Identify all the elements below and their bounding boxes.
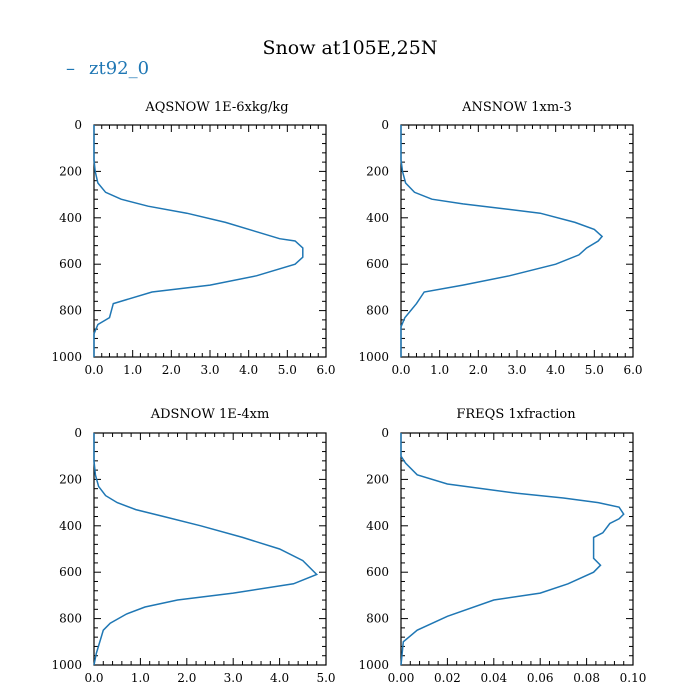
panel-title: ANSNOW 1xm-3 xyxy=(461,100,572,115)
x-tick-label: 0.0 xyxy=(84,363,103,377)
series-line-zt92_0 xyxy=(93,433,319,666)
x-tick-label: 0.0 xyxy=(391,363,410,377)
x-tick-label: 3.0 xyxy=(200,363,219,377)
x-tick-label: 1.0 xyxy=(123,363,142,377)
y-tick-label: 0 xyxy=(74,118,82,132)
y-tick-label: 1000 xyxy=(51,350,82,364)
y-tick-label: 0 xyxy=(74,426,82,440)
x-tick-label: 3.0 xyxy=(507,363,526,377)
x-tick-label: 3.0 xyxy=(224,671,243,685)
x-tick-label: 4.0 xyxy=(239,363,258,377)
y-tick-label: 1000 xyxy=(51,658,82,672)
x-tick-label: 5.0 xyxy=(278,363,297,377)
x-tick-label: 0.10 xyxy=(620,671,647,685)
x-tick-label: 6.0 xyxy=(316,363,335,377)
x-tick-label: 1.0 xyxy=(430,363,449,377)
y-tick-label: 0 xyxy=(381,426,389,440)
y-tick-label: 600 xyxy=(59,565,82,579)
panel-ansnow: ANSNOW 1xm-3 0.0 1.0 2.0 3.0 4.0 5.0 6.0 0 200 40… xyxy=(358,100,642,377)
y-tick-label: 200 xyxy=(366,164,389,178)
legend-label: zt92_0 xyxy=(89,58,149,79)
y-tick-label: 400 xyxy=(366,211,389,225)
legend-marker: – xyxy=(66,58,75,79)
x-tick-label: 0.06 xyxy=(527,671,554,685)
y-tick-label: 200 xyxy=(59,472,82,486)
figure-title: Snow at105E,25N xyxy=(263,37,438,59)
x-tick-label: 5.0 xyxy=(585,363,604,377)
x-tick-label: 2.0 xyxy=(162,363,181,377)
panel-aqsnow: AQSNOW 1E-6xkg/kg 0.0 1.0 2.0 3.0 4.0 5.0 6.0 0… xyxy=(51,100,335,377)
x-tick-label: 4.0 xyxy=(270,671,289,685)
x-tick-label: 0.04 xyxy=(480,671,507,685)
y-tick-label: 1000 xyxy=(358,350,389,364)
y-tick-label: 800 xyxy=(59,612,82,626)
x-tick-label: 0.00 xyxy=(388,671,415,685)
x-tick-label: 5.0 xyxy=(316,671,335,685)
x-tick-label: 1.0 xyxy=(131,671,150,685)
x-tick-label: 2.0 xyxy=(469,363,488,377)
x-tick-label: 0.0 xyxy=(84,671,103,685)
x-tick-label: 2.0 xyxy=(177,671,196,685)
series-line-zt92_0 xyxy=(400,433,625,666)
y-tick-label: 600 xyxy=(59,257,82,271)
x-tick-label: 6.0 xyxy=(623,363,642,377)
panel-title: ADSNOW 1E-4xm xyxy=(150,407,270,422)
y-tick-label: 200 xyxy=(366,472,389,486)
plot-frame xyxy=(93,432,327,666)
panel-freqs: FREQS 1xfraction 0.00 0.02 0.04 0.06 0.08 0.1… xyxy=(358,407,646,685)
panel-title: AQSNOW 1E-6xkg/kg xyxy=(144,100,288,115)
y-tick-label: 200 xyxy=(59,164,82,178)
x-tick-label: 4.0 xyxy=(546,363,565,377)
x-tick-label: 0.02 xyxy=(434,671,461,685)
y-tick-label: 400 xyxy=(59,519,82,533)
y-tick-label: 600 xyxy=(366,257,389,271)
y-tick-label: 1000 xyxy=(358,658,389,672)
y-tick-label: 800 xyxy=(366,612,389,626)
y-tick-label: 0 xyxy=(381,118,389,132)
panel-title: FREQS 1xfraction xyxy=(456,407,576,422)
y-tick-label: 400 xyxy=(59,211,82,225)
panel-adsnow: ADSNOW 1E-4xm 0.0 1.0 2.0 3.0 4.0 5.0 0 200 400 6… xyxy=(51,407,335,685)
x-tick-label: 0.08 xyxy=(573,671,600,685)
y-tick-label: 400 xyxy=(366,519,389,533)
plot-frame xyxy=(400,432,634,666)
y-tick-label: 800 xyxy=(366,304,389,318)
y-tick-label: 600 xyxy=(366,565,389,579)
y-tick-label: 800 xyxy=(59,304,82,318)
series-line-zt92_0 xyxy=(400,125,604,357)
legend: – zt92_0 xyxy=(66,58,149,79)
series-line-zt92_0 xyxy=(93,125,304,357)
